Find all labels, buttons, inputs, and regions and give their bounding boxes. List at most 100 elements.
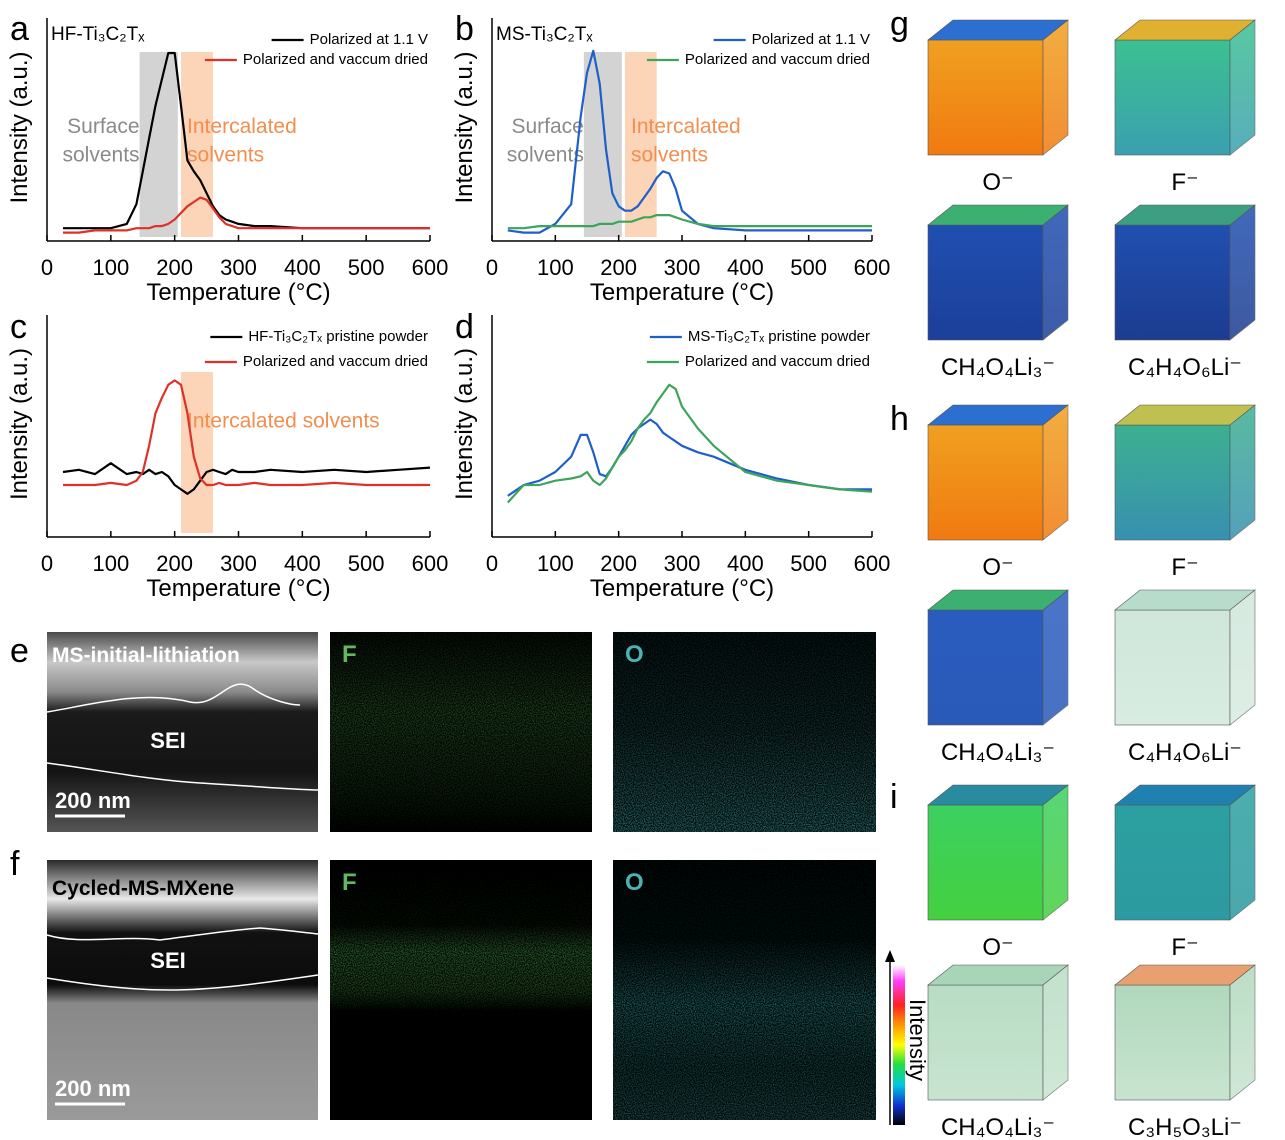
cube-label: CH₄O₄Li₃⁻ <box>941 354 1055 381</box>
series-line <box>63 51 430 230</box>
band-label: solvents <box>63 144 140 167</box>
shaded-band <box>583 52 622 237</box>
panel-letter: a <box>10 10 29 48</box>
band-label: solvents <box>631 144 708 167</box>
element-map <box>330 632 592 832</box>
tem-image <box>47 632 318 832</box>
series-line <box>507 214 872 230</box>
x-tick-label: 400 <box>284 551 321 576</box>
image-title: MS-initial-lithiation <box>52 644 240 667</box>
cube-label: O⁻ <box>982 169 1013 196</box>
x-axis-title: Temperature (°C) <box>146 279 330 306</box>
cube-label: F⁻ <box>1171 554 1198 581</box>
cube-side <box>1229 404 1256 541</box>
map-label: O <box>625 869 644 896</box>
x-tick-label: 0 <box>41 551 53 576</box>
series-line <box>506 383 873 504</box>
legend-label: Polarized and vaccum dried <box>243 353 428 370</box>
cube-side <box>1042 964 1069 1101</box>
region-label: SEI <box>150 948 185 973</box>
x-tick-label: 200 <box>600 255 637 280</box>
panel-letter: f <box>10 845 20 883</box>
cube-front <box>927 224 1044 341</box>
x-tick-label: 300 <box>220 255 257 280</box>
cube-front <box>1114 39 1231 156</box>
cube-side <box>1229 204 1256 341</box>
band-label: solvents <box>507 144 584 167</box>
panel-title: MS-Ti₃C₂Tₓ <box>496 24 593 45</box>
y-axis-title: Intensity (a.u.) <box>451 51 478 203</box>
cube-front <box>927 39 1044 156</box>
cube-side <box>1229 784 1256 921</box>
x-tick-label: 400 <box>727 255 764 280</box>
legend-label: Polarized and vaccum dried <box>685 353 870 370</box>
cube-front <box>1114 424 1231 541</box>
band-label: Intercalated <box>631 115 741 138</box>
map-label: F <box>342 869 357 896</box>
x-tick-label: 100 <box>537 255 574 280</box>
cube-label: F⁻ <box>1171 169 1198 196</box>
panel-letter: g <box>890 5 909 43</box>
cube-front <box>927 424 1044 541</box>
x-tick-label: 0 <box>41 255 53 280</box>
cube-side <box>1229 589 1256 726</box>
band-label: Surface <box>511 115 583 138</box>
x-tick-label: 200 <box>156 255 193 280</box>
legend-label: Polarized at 1.1 V <box>752 31 870 48</box>
scale-label: 200 nm <box>55 1076 131 1101</box>
series-line <box>507 49 872 234</box>
shaded-band <box>625 52 657 237</box>
cube-label: C₄H₄O₆Li⁻ <box>1128 354 1242 381</box>
cube-side <box>1042 204 1069 341</box>
x-tick-label: 100 <box>92 255 129 280</box>
cube-side <box>1042 589 1069 726</box>
cube-label: CH₄O₄Li₃⁻ <box>941 1114 1055 1140</box>
y-axis-title: Intensity (a.u.) <box>6 348 33 500</box>
x-tick-label: 300 <box>664 255 701 280</box>
x-tick-label: 100 <box>92 551 129 576</box>
legend-label: Polarized at 1.1 V <box>310 31 428 48</box>
x-tick-label: 400 <box>284 255 321 280</box>
map-label: O <box>625 641 644 668</box>
cube-front <box>1114 224 1231 341</box>
cube-side <box>1229 19 1256 156</box>
shaded-band <box>181 372 213 533</box>
panel-letter: b <box>455 10 474 48</box>
legend-label: MS-Ti₃C₂Tₓ pristine powder <box>688 328 870 345</box>
band-label: Surface <box>67 115 139 138</box>
cube-label: C₃H₅O₃Li⁻ <box>1128 1114 1242 1140</box>
cube-front <box>1114 609 1231 726</box>
sei-boundary <box>46 974 319 991</box>
x-tick-label: 500 <box>348 255 385 280</box>
band-label: Intercalated <box>187 115 297 138</box>
legend-label: HF-Ti₃C₂Tₓ pristine powder <box>248 328 428 345</box>
sei-boundary <box>46 683 301 713</box>
image-title: Cycled-MS-MXene <box>52 877 234 900</box>
y-axis-title: Intensity (a.u.) <box>451 348 478 500</box>
panel-letter: d <box>455 308 474 346</box>
x-tick-label: 300 <box>220 551 257 576</box>
cube-front <box>1114 804 1231 921</box>
cube-label: O⁻ <box>982 934 1013 961</box>
x-tick-label: 500 <box>790 255 827 280</box>
region-label: SEI <box>150 728 185 753</box>
cube-front <box>1114 984 1231 1101</box>
cube-label: CH₄O₄Li₃⁻ <box>941 739 1055 766</box>
cube-label: O⁻ <box>982 554 1013 581</box>
cube-front <box>927 609 1044 726</box>
x-tick-label: 0 <box>486 255 498 280</box>
x-tick-label: 200 <box>156 551 193 576</box>
x-axis-title: Temperature (°C) <box>590 575 774 602</box>
element-map <box>330 860 592 1120</box>
cube-side <box>1042 784 1069 921</box>
series-line <box>63 379 430 487</box>
cube-side <box>1229 964 1256 1101</box>
element-map <box>613 860 876 1120</box>
band-label: Intercalated solvents <box>187 409 380 432</box>
colorbar <box>893 965 905 1125</box>
cube-side <box>1042 19 1069 156</box>
panel-letter: e <box>10 632 29 670</box>
x-tick-label: 0 <box>486 551 498 576</box>
cube-front <box>927 804 1044 921</box>
